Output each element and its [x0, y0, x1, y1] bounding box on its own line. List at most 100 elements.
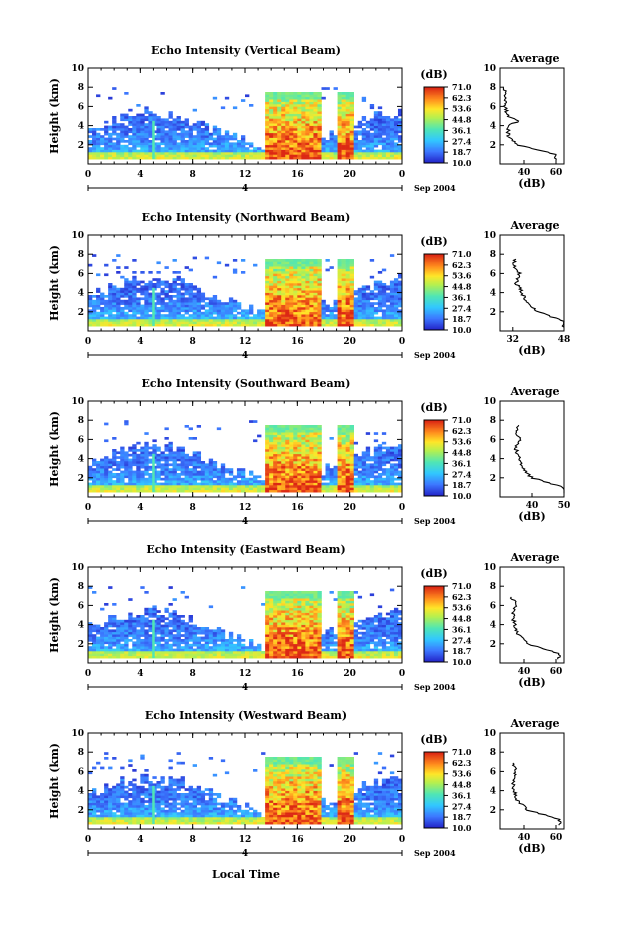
heatmap-cell — [124, 454, 128, 457]
heatmap-cell — [148, 118, 152, 121]
heatmap-cell — [374, 295, 378, 298]
heatmap-cell — [285, 300, 289, 303]
heatmap-cell — [378, 281, 382, 284]
heatmap-cell — [354, 468, 358, 471]
heatmap-cell — [120, 123, 124, 126]
heatmap-cell — [346, 94, 350, 97]
heatmap-cell — [249, 473, 253, 476]
heatmap-cell — [362, 293, 366, 296]
heatmap-cell — [281, 285, 285, 288]
heatmap-cell — [309, 293, 313, 296]
heatmap-cell — [160, 142, 164, 145]
heatmap-cell — [297, 278, 301, 281]
heatmap-cell — [370, 487, 374, 490]
heatmap-cell — [124, 653, 128, 656]
heatmap-cell — [197, 154, 201, 157]
heatmap-cell — [285, 307, 289, 310]
heatmap-cell — [350, 459, 354, 462]
heatmap-cell — [309, 319, 313, 322]
heatmap-cell — [124, 641, 128, 644]
heatmap-cell — [309, 490, 313, 493]
heatmap-cell — [313, 454, 317, 457]
heatmap-cell — [350, 451, 354, 454]
heatmap-cell — [265, 126, 269, 129]
heatmap-cell — [313, 285, 317, 288]
heatmap-cell — [201, 483, 205, 486]
heatmap-cell — [136, 466, 140, 469]
heatmap-cell — [140, 656, 144, 659]
heatmap-cell — [213, 319, 217, 322]
heatmap-cell — [386, 138, 390, 141]
heatmap-cell — [285, 97, 289, 100]
heatmap-cell — [374, 135, 378, 138]
heatmap-cell — [136, 637, 140, 640]
heatmap-cell — [342, 276, 346, 279]
heatmap-cell — [265, 480, 269, 483]
heatmap-cell — [382, 480, 386, 483]
heatmap-cell — [197, 319, 201, 322]
heatmap-cell — [277, 437, 281, 440]
heatmap-cell — [148, 271, 152, 274]
heatmap-cell — [265, 487, 269, 490]
heatmap-cell — [225, 478, 229, 481]
heatmap-cell — [366, 130, 370, 133]
heatmap-cell — [309, 142, 313, 145]
heatmap-cell — [281, 295, 285, 298]
heatmap-cell — [382, 140, 386, 143]
heatmap-cell — [136, 622, 140, 625]
heatmap-cell — [148, 281, 152, 284]
heatmap-cell — [237, 324, 241, 327]
heatmap-cell — [269, 302, 273, 305]
heatmap-cell — [378, 290, 382, 293]
heatmap-cell — [213, 145, 217, 148]
heatmap-cell — [120, 126, 124, 129]
heatmap-cell — [390, 451, 394, 454]
heatmap-cell — [313, 442, 317, 445]
heatmap-cell — [346, 116, 350, 119]
heatmap-cell — [92, 653, 96, 656]
heatmap-cell — [362, 99, 366, 102]
heatmap-cell — [257, 485, 261, 488]
heatmap-cell — [237, 142, 241, 145]
colorbar-tick-label: 18.7 — [452, 147, 471, 157]
heatmap-cell — [273, 466, 277, 469]
heatmap-cell — [366, 135, 370, 138]
heatmap-cell — [305, 478, 309, 481]
heatmap-cell — [197, 293, 201, 296]
heatmap-cell — [350, 483, 354, 486]
heatmap-cell — [116, 656, 120, 659]
heatmap-cell — [185, 133, 189, 136]
heatmap-cell — [309, 439, 313, 442]
heatmap-cell — [293, 147, 297, 150]
heatmap-cell — [104, 622, 108, 625]
heatmap-cell — [189, 128, 193, 131]
heatmap-cell — [366, 485, 370, 488]
heatmap-cell — [132, 634, 136, 637]
heatmap-cell — [285, 442, 289, 445]
heatmap-cell — [297, 283, 301, 286]
heatmap-cell — [156, 300, 160, 303]
heatmap-cell — [148, 487, 152, 490]
heatmap-cell — [144, 456, 148, 459]
heatmap-cell — [112, 603, 116, 606]
colorbar-tick-label: 71.0 — [452, 415, 472, 425]
heatmap-cell — [164, 485, 168, 488]
heatmap-cell — [289, 99, 293, 102]
heatmap-cell — [112, 147, 116, 150]
heatmap-cell — [217, 487, 221, 490]
heatmap-cell — [346, 123, 350, 126]
heatmap-cell — [382, 312, 386, 315]
heatmap-cell — [370, 138, 374, 141]
heatmap-cell — [281, 154, 285, 157]
heatmap-cell — [338, 116, 342, 119]
heatmap-cell — [201, 463, 205, 466]
heatmap-cell — [128, 147, 132, 150]
heatmap-cell — [293, 435, 297, 438]
heatmap-cell — [185, 312, 189, 315]
heatmap-cell — [201, 295, 205, 298]
heatmap-cell — [140, 461, 144, 464]
heatmap-cell — [313, 111, 317, 114]
heatmap-cell — [317, 271, 321, 274]
heatmap-cell — [309, 456, 313, 459]
heatmap-cell — [132, 138, 136, 141]
